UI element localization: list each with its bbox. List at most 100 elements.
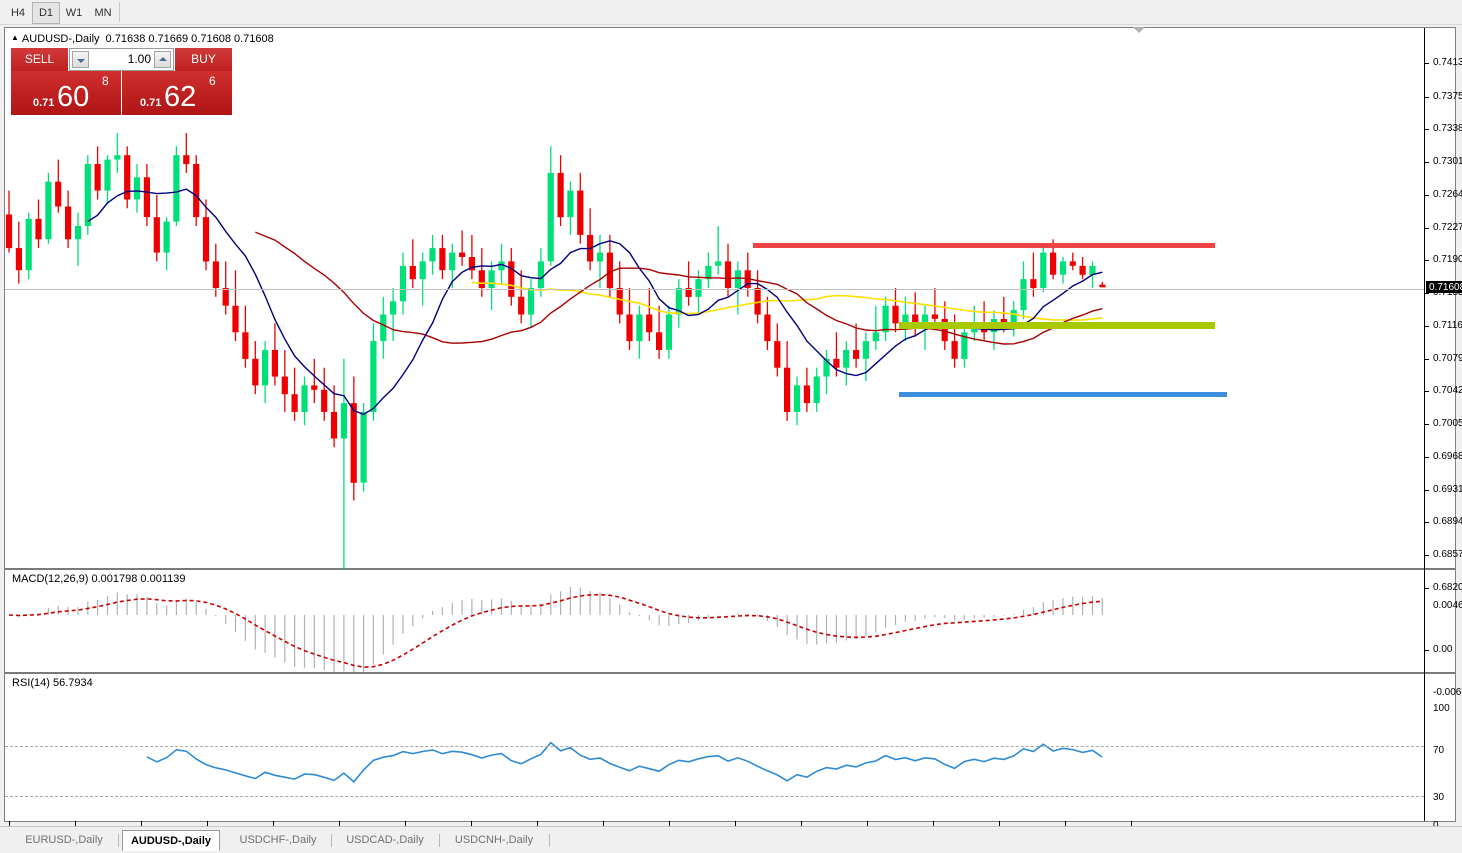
sell-price-button[interactable]: 0.71 60 8 bbox=[11, 71, 121, 115]
date-axis-tick bbox=[669, 821, 670, 826]
macd-pane[interactable]: MACD(12,26,9) 0.001798 0.001139 bbox=[5, 569, 1455, 673]
date-axis-tick bbox=[999, 821, 1000, 826]
sell-price-prefix: 0.71 bbox=[33, 97, 55, 109]
macd-axis-label: -0.00639 bbox=[1433, 687, 1462, 698]
chart-canvas-frame[interactable]: ▲ AUDUSD-,Daily 0.71638 0.71669 0.71608 0.… bbox=[0, 27, 1462, 849]
price-axis-tick bbox=[1425, 260, 1429, 261]
price-plot bbox=[5, 133, 1106, 569]
chart-tab-usdchf[interactable]: USDCHF-,Daily bbox=[239, 834, 317, 846]
price-axis-tick bbox=[1425, 391, 1429, 392]
mid-trendline[interactable] bbox=[899, 322, 1215, 329]
date-axis-tick bbox=[603, 821, 604, 826]
current-price-line bbox=[5, 289, 1424, 290]
date-axis-tick bbox=[75, 821, 76, 826]
price-axis-tick bbox=[1425, 129, 1429, 130]
rsi-axis-label: 0 bbox=[1433, 821, 1439, 831]
support-trendline[interactable] bbox=[899, 392, 1227, 397]
macd-axis-label: 0.00 bbox=[1433, 644, 1453, 655]
timeframe-toolbar: H4 D1 W1 MN bbox=[0, 0, 1462, 25]
date-axis-tick bbox=[207, 821, 208, 826]
timeframe-mn[interactable]: MN bbox=[94, 7, 112, 19]
chart-tab-strip: EURUSD-,Daily AUDUSD-,Daily USDCHF-,Dail… bbox=[0, 826, 1462, 853]
trade-panel-controls: SELL 1.00 BUY bbox=[11, 48, 232, 71]
price-pane[interactable]: ▲ AUDUSD-,Daily 0.71638 0.71669 0.71608 0.… bbox=[5, 28, 1455, 569]
volume-increase-button[interactable] bbox=[154, 51, 171, 68]
timeframe-w1[interactable]: W1 bbox=[65, 7, 83, 19]
date-axis-tick bbox=[273, 821, 274, 826]
macd-axis-label: 0.004694 bbox=[1433, 600, 1462, 611]
date-axis-tick bbox=[471, 821, 472, 826]
chart-tab-usdcnh[interactable]: USDCNH-,Daily bbox=[454, 834, 534, 846]
current-price-label: 0.71608 bbox=[1426, 281, 1462, 293]
rsi-pane[interactable]: RSI(14) 56.7934 bbox=[5, 673, 1455, 821]
rsi-level-30-line bbox=[5, 796, 1424, 797]
tab-divider bbox=[549, 834, 550, 847]
chart-ohlc-values: 0.71638 0.71669 0.71608 0.71608 bbox=[105, 33, 274, 45]
price-axis-tick bbox=[1425, 490, 1429, 491]
buy-price-prefix: 0.71 bbox=[140, 97, 162, 109]
rsi-plot bbox=[146, 741, 1103, 784]
date-axis-tick bbox=[339, 821, 340, 826]
timeframe-d1[interactable]: D1 bbox=[32, 2, 60, 24]
chart-tab-usdcad[interactable]: USDCAD-,Daily bbox=[346, 834, 424, 846]
price-axis-tick bbox=[1425, 588, 1429, 589]
volume-stepper[interactable]: 1.00 bbox=[69, 48, 174, 71]
chart-symbol-label: AUDUSD-,Daily bbox=[21, 33, 100, 45]
price-axis-tick bbox=[1425, 326, 1429, 327]
price-axis-tick bbox=[1425, 228, 1429, 229]
chart-header: ▲ AUDUSD-,Daily 0.71638 0.71669 0.71608 0.… bbox=[11, 33, 274, 45]
chart-tab-eurusd[interactable]: EURUSD-,Daily bbox=[25, 834, 103, 846]
chart-tab-audusd[interactable]: AUDUSD-,Daily bbox=[122, 830, 220, 851]
resistance-trendline[interactable] bbox=[753, 243, 1215, 248]
date-axis-tick bbox=[1131, 821, 1132, 826]
autoscroll-marker-icon[interactable] bbox=[1133, 27, 1145, 33]
volume-decrease-button[interactable] bbox=[72, 51, 89, 68]
trade-panel-prices: 0.71 60 8 0.71 62 6 bbox=[11, 71, 232, 115]
sell-price-point: 8 bbox=[102, 74, 109, 88]
sell-price-main: 60 bbox=[57, 81, 90, 113]
collapse-triangle-icon[interactable]: ▲ bbox=[11, 33, 19, 42]
price-axis-tick bbox=[1425, 457, 1429, 458]
date-axis-tick bbox=[801, 821, 802, 826]
one-click-trade-panel[interactable]: SELL 1.00 BUY 0.71 60 8 0.71 bbox=[11, 48, 232, 115]
tab-divider bbox=[118, 834, 119, 847]
price-axis-tick bbox=[1425, 63, 1429, 64]
date-axis-tick bbox=[9, 821, 10, 826]
date-axis-tick bbox=[141, 821, 142, 826]
price-axis-tick bbox=[1425, 555, 1429, 556]
price-axis-tick bbox=[1425, 293, 1429, 294]
date-axis-tick bbox=[867, 821, 868, 826]
sell-button[interactable]: SELL bbox=[11, 48, 68, 71]
price-axis-tick bbox=[1425, 424, 1429, 425]
macd-axis-tick bbox=[1425, 650, 1429, 651]
timeframe-h4[interactable]: H4 bbox=[10, 7, 26, 19]
toolbar-divider bbox=[119, 2, 120, 22]
volume-value[interactable]: 1.00 bbox=[127, 52, 151, 66]
tab-divider bbox=[331, 834, 332, 847]
date-axis-tick bbox=[405, 821, 406, 826]
buy-price-point: 6 bbox=[209, 74, 216, 88]
price-axis-tick bbox=[1425, 522, 1429, 523]
date-axis-tick bbox=[735, 821, 736, 826]
buy-button[interactable]: BUY bbox=[175, 48, 232, 71]
buy-price-main: 62 bbox=[164, 81, 197, 113]
date-axis-tick bbox=[1065, 821, 1066, 826]
rsi-axis-label: 70 bbox=[1433, 745, 1445, 756]
chevron-up-icon bbox=[159, 57, 167, 61]
buy-price-button[interactable]: 0.71 62 6 bbox=[122, 71, 232, 115]
date-axis-tick bbox=[537, 821, 538, 826]
macd-label: MACD(12,26,9) 0.001798 0.001139 bbox=[12, 573, 186, 585]
chevron-down-icon bbox=[77, 59, 85, 63]
